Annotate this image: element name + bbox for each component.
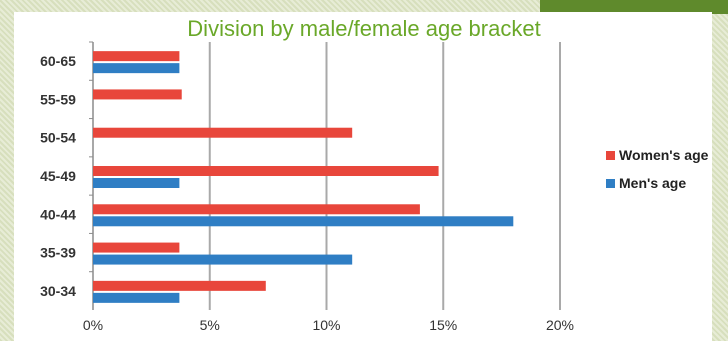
category-label: 50-54 [40,130,76,146]
men-bar [93,178,180,188]
chart-title: Division by male/female age bracket [187,16,541,41]
legend-swatch [606,151,615,160]
x-tick-label: 20% [546,317,574,333]
women-bar [93,127,353,138]
category-label: 30-34 [40,283,76,299]
category-label: 45-49 [40,168,76,184]
women-bar [93,51,180,62]
category-label: 55-59 [40,91,76,107]
category-label: 60-65 [40,53,76,69]
x-tick-label: 10% [312,317,340,333]
men-bar [93,254,353,265]
x-tick-label: 15% [429,317,457,333]
men-bar [93,63,180,74]
category-label: 40-44 [40,206,76,222]
header-accent-bar [540,0,728,14]
legend-label: Men's age [619,175,686,191]
category-label: 35-39 [40,245,76,261]
women-bar [93,204,420,215]
x-tick-label: 5% [200,317,220,333]
men-bar [93,216,514,227]
x-tick-label: 0% [83,317,103,333]
women-bar [93,280,266,291]
legend-swatch [606,179,615,188]
legend-label: Women's age [619,147,709,163]
men-bar [93,292,180,303]
women-bar [93,166,439,176]
women-bar [93,242,180,253]
women-bar [93,89,182,100]
